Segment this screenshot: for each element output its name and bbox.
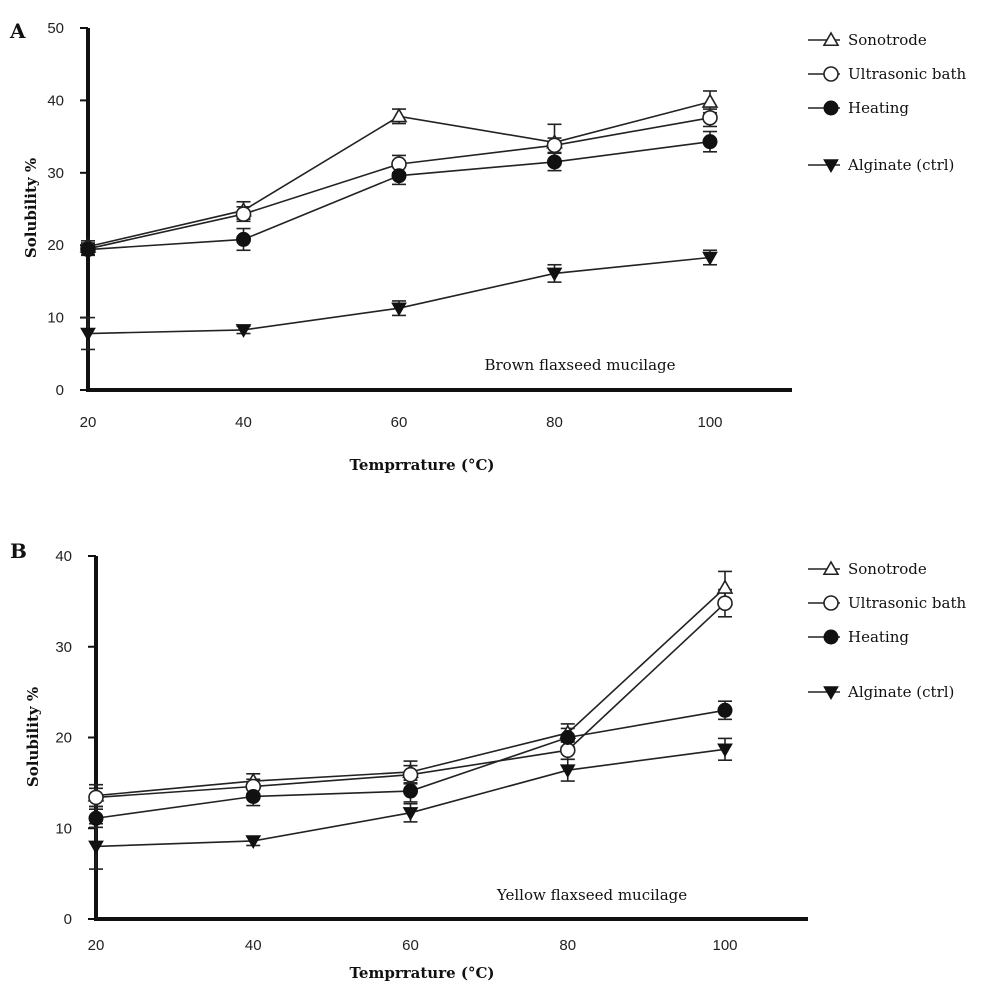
panel-b-legend-marker-alginate-ctrl — [823, 686, 839, 701]
panel-b-point-alginate-ctrl — [88, 840, 104, 855]
panel-b-legend-label-heating: Heating — [848, 628, 909, 646]
panel-b-point-heating — [560, 730, 576, 745]
panel-a-point-heating — [702, 134, 718, 150]
panel-a-y-tick-label: 20 — [47, 237, 64, 254]
panel-b-point-heating — [245, 788, 261, 804]
panel-a-legend-label-heating: Heating — [848, 99, 909, 117]
panel-a-point-ultrasonic-bath — [235, 206, 252, 222]
panel-a-x-axis-title: Temprrature (°C) — [349, 456, 494, 474]
panel-b-point-alginate-ctrl — [559, 764, 576, 779]
panel-b-point-alginate-ctrl — [245, 835, 262, 849]
panel-a-point-ultrasonic-bath — [546, 137, 563, 154]
panel-b-legend-label-sonotrode: Sonotrode — [848, 560, 927, 578]
panel-a-point-ultrasonic-bath — [702, 109, 718, 126]
panel-a-point-alginate-ctrl — [391, 302, 407, 317]
panel-b-point-heating — [717, 702, 733, 718]
panel-a-legend-label-alginate-ctrl: Alginate (ctrl) — [847, 156, 954, 174]
panel-a-point-heating — [80, 242, 96, 258]
panel-a-legend-label-ultrasonic-bath: Ultrasonic bath — [848, 65, 967, 83]
panel-a-point-alginate-ctrl — [702, 251, 718, 266]
panel-b-x-tick-label: 20 — [88, 937, 105, 954]
panel-a-point-heating — [236, 231, 251, 247]
panel-b-x-tick-label: 60 — [402, 937, 419, 954]
panel-b-point-sonotrode — [716, 579, 734, 594]
panel-a-x-tick-label: 80 — [546, 414, 563, 431]
panel-a-point-sonotrode — [701, 93, 719, 108]
panel-a-y-axis-title: Solubility % — [22, 158, 40, 258]
panel-a-point-alginate-ctrl — [546, 267, 563, 282]
panel-a-annotation: Brown flaxseed mucilage — [484, 356, 675, 374]
panel-a-point-sonotrode — [390, 107, 408, 123]
panel-b-point-ultrasonic-bath — [88, 789, 104, 806]
panel-a-point-heating — [391, 168, 407, 184]
panel-b-y-tick-label: 40 — [55, 548, 72, 565]
panel-a-y-tick-label: 30 — [47, 165, 64, 182]
panel-b-point-heating — [403, 783, 418, 799]
panel-b-point-alginate-ctrl — [717, 743, 733, 758]
panel-a-point-heating — [547, 154, 562, 170]
panel-b-x-axis-title: Temprrature (°C) — [349, 964, 494, 982]
panel-a-legend-label-sonotrode: Sonotrode — [848, 31, 927, 49]
panel-a-series-line-alginate-ctrl — [87, 256, 711, 335]
panel-b-legend-marker-sonotrode — [822, 560, 840, 576]
panel-b-label: B — [10, 539, 27, 563]
panel-a-x-tick-label: 60 — [391, 414, 408, 431]
panel-b-y-tick-label: 0 — [64, 911, 72, 928]
panel-a-legend-marker-alginate-ctrl — [823, 159, 839, 174]
panel-b-y-axis-title: Solubility % — [24, 687, 42, 787]
panel-b-point-ultrasonic-bath — [559, 742, 576, 759]
panel-b-legend-label-ultrasonic-bath: Ultrasonic bath — [848, 594, 967, 612]
panel-a-x-tick-label: 40 — [235, 414, 252, 431]
panel-b-point-ultrasonic-bath — [717, 595, 733, 611]
panel-b-y-tick-label: 10 — [55, 820, 72, 837]
panel-b-y-tick-label: 30 — [55, 639, 72, 656]
panel-a-x-tick-label: 20 — [80, 414, 97, 431]
panel-a-legend-marker-ultrasonic-bath — [823, 66, 839, 82]
panel-a-point-alginate-ctrl — [80, 327, 96, 342]
panel-a-legend-marker-heating — [823, 100, 839, 116]
panel-b-x-tick-label: 100 — [712, 937, 737, 954]
panel-a-point-alginate-ctrl — [235, 324, 252, 338]
panel-a-y-tick-label: 50 — [47, 20, 64, 37]
panel-a-y-tick-label: 10 — [47, 310, 64, 327]
panel-b-y-tick-label: 20 — [55, 730, 72, 747]
panel-b-x-tick-label: 80 — [559, 937, 576, 954]
panel-a-legend-marker-sonotrode — [822, 31, 840, 47]
panel-b-legend-marker-ultrasonic-bath — [823, 595, 839, 611]
panel-b-legend-marker-heating — [823, 629, 839, 645]
panel-a-label: A — [9, 19, 26, 43]
panel-b-x-tick-label: 40 — [245, 937, 262, 954]
panel-a-x-tick-label: 100 — [697, 414, 722, 431]
panel-b-point-ultrasonic-bath — [402, 766, 419, 783]
panel-a-y-tick-label: 0 — [56, 382, 64, 399]
panel-a-y-tick-label: 40 — [47, 92, 64, 109]
panel-b-point-heating — [88, 810, 104, 826]
panel-b-point-alginate-ctrl — [402, 807, 419, 821]
panel-b-legend-label-alginate-ctrl: Alginate (ctrl) — [847, 683, 954, 701]
panel-b-annotation: Yellow flaxseed mucilage — [496, 886, 687, 904]
